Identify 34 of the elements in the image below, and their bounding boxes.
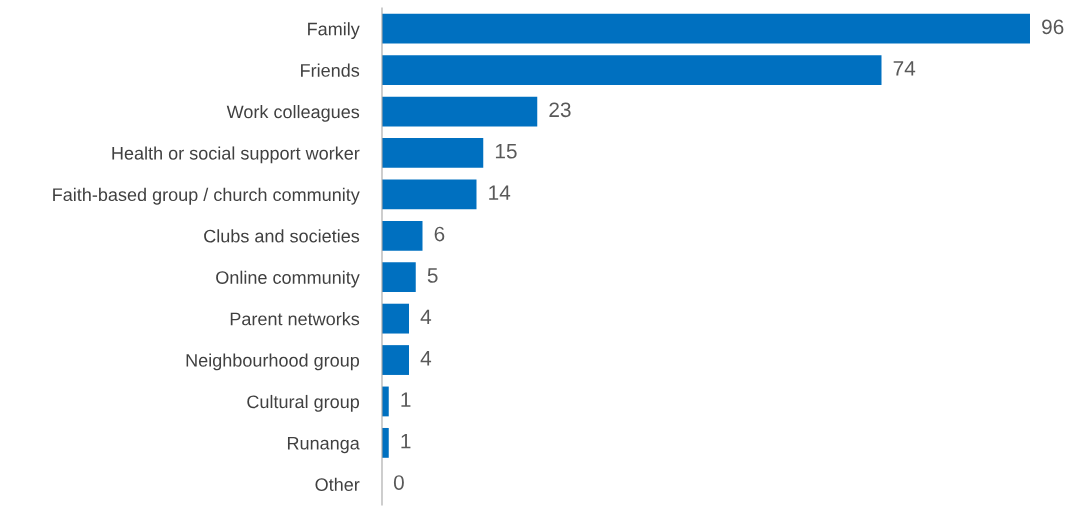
y-tick-label: Health or social support worker (112, 146, 360, 164)
data-label: 14 (489, 185, 511, 200)
y-tick-label: Clubs and societies (204, 229, 360, 243)
y-tick-label: Friends (301, 63, 360, 77)
bar (382, 262, 416, 293)
y-tick-label: Work colleagues (226, 105, 360, 122)
bar (382, 220, 423, 251)
data-label: 5 (427, 268, 438, 283)
data-label: 96 (1042, 19, 1064, 35)
bar (382, 138, 484, 168)
bar (382, 55, 882, 86)
data-label: 23 (549, 102, 571, 118)
data-label: 15 (495, 144, 517, 159)
data-label: 74 (893, 61, 916, 76)
y-tick-label: Family (308, 22, 360, 39)
data-label: 1 (401, 433, 411, 449)
bar (382, 303, 409, 334)
y-tick-label: Parent networks (230, 312, 360, 326)
bar (382, 179, 477, 210)
y-tick-label: Other (315, 477, 360, 492)
data-label: 4 (420, 351, 432, 366)
y-tick-label: Online community (216, 270, 360, 288)
bar (382, 427, 389, 458)
bar (382, 96, 538, 127)
bar (382, 13, 1030, 44)
data-label: 4 (420, 309, 432, 325)
bar (382, 345, 409, 375)
y-tick-label: Cultural group (247, 394, 360, 412)
y-tick-label: Runanga (287, 437, 360, 454)
data-label: 0 (393, 475, 404, 490)
data-label: 1 (401, 392, 411, 407)
y-tick-label: Faith-based group / church community (53, 187, 360, 205)
y-tick-label: Neighbourhood group (186, 353, 360, 371)
data-label: 6 (434, 226, 445, 242)
